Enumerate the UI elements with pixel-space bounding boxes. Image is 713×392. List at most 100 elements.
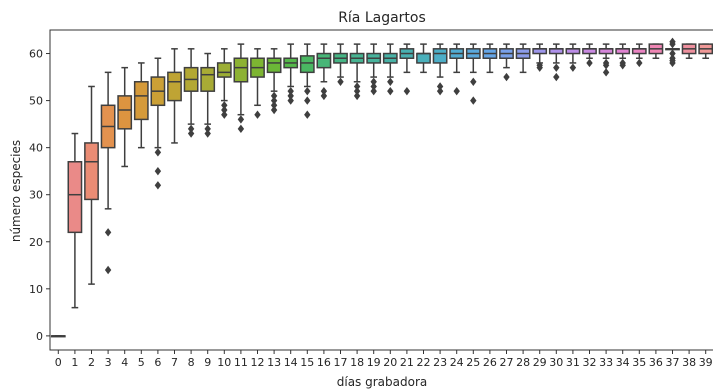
outlier-point — [320, 91, 328, 101]
outlier-point — [104, 228, 112, 237]
x-tick-label: 34 — [616, 356, 630, 369]
box — [67, 161, 83, 234]
outlier-point — [187, 129, 195, 138]
outlier-point — [154, 181, 162, 190]
outlier-point — [154, 166, 162, 176]
outlier-point — [287, 91, 294, 101]
y-tick-label: 20 — [29, 236, 43, 249]
x-tick-label: 29 — [533, 356, 547, 369]
outlier-point — [553, 63, 560, 72]
x-tick-label: 18 — [350, 356, 364, 369]
outlier-point — [337, 77, 344, 86]
y-tick-label: 0 — [36, 330, 43, 343]
x-tick-label: 7 — [171, 356, 178, 369]
x-tick-label: 0 — [55, 356, 62, 369]
y-tick-label: 60 — [29, 48, 43, 61]
x-tick-label: 14 — [284, 356, 298, 369]
outlier-point — [536, 63, 543, 72]
outlier-point — [470, 77, 477, 86]
box — [200, 66, 216, 92]
outlier-point — [187, 124, 195, 134]
y-tick-label: 30 — [29, 189, 43, 202]
y-tick-label: 50 — [29, 95, 43, 108]
x-tick-label: 36 — [649, 356, 663, 369]
outlier-point — [436, 82, 444, 91]
box — [167, 71, 182, 102]
y-tick-label: 40 — [29, 142, 43, 155]
x-tick-label: 3 — [105, 356, 112, 369]
x-tick-label: 24 — [450, 356, 464, 369]
x-axis-label: días grabadora — [337, 375, 428, 389]
x-tick-label: 26 — [483, 356, 497, 369]
x-tick-label: 10 — [217, 356, 231, 369]
outlier-point — [636, 58, 643, 68]
box — [299, 55, 315, 74]
outlier-point — [237, 124, 245, 134]
outlier-point — [270, 91, 278, 101]
outlier-point — [503, 72, 510, 82]
plot-frame — [49, 29, 713, 351]
outlier-point — [436, 86, 444, 96]
outlier-point — [669, 49, 676, 58]
box — [117, 95, 133, 130]
outlier-point — [403, 86, 411, 96]
outlier-point — [221, 101, 228, 110]
x-tick-label: 32 — [583, 356, 597, 369]
y-tick-label: 10 — [29, 283, 43, 296]
x-tick-label: 39 — [699, 356, 713, 369]
x-tick-label: 20 — [383, 356, 397, 369]
outlier-point — [237, 115, 245, 124]
outlier-point — [669, 58, 676, 68]
x-tick-label: 22 — [417, 356, 431, 369]
x-tick-label: 27 — [500, 356, 514, 369]
x-tick-label: 31 — [566, 356, 580, 369]
outlier-point — [387, 86, 394, 96]
outlier-point — [470, 96, 477, 105]
outlier-point — [104, 265, 112, 275]
x-tick-label: 12 — [251, 356, 265, 369]
outlier-point — [453, 86, 460, 96]
outlier-point — [221, 110, 228, 119]
box — [416, 52, 431, 64]
outlier-point — [569, 63, 577, 72]
chart-title: Ría Lagartos — [338, 10, 426, 26]
outlier-point — [270, 101, 278, 110]
outlier-point — [553, 72, 560, 82]
outlier-point — [320, 86, 328, 96]
outlier-point — [270, 96, 278, 105]
outlier-point — [254, 110, 261, 119]
x-tick-label: 37 — [666, 356, 680, 369]
x-tick-label: 33 — [599, 356, 613, 369]
outlier-point — [353, 86, 361, 96]
outlier-point — [387, 77, 394, 86]
outlier-point — [353, 82, 361, 91]
x-tick-label: 4 — [121, 356, 128, 369]
box — [316, 52, 332, 69]
outlier-point — [287, 86, 294, 96]
x-tick-label: 5 — [138, 356, 145, 369]
x-tick-label: 9 — [204, 356, 211, 369]
box — [432, 48, 448, 64]
x-tick-label: 21 — [400, 356, 414, 369]
outlier-point — [669, 39, 676, 49]
box — [84, 142, 99, 201]
outlier-point — [204, 129, 211, 138]
box — [216, 62, 232, 78]
box — [233, 57, 249, 83]
outlier-point — [619, 61, 626, 70]
outlier-point — [304, 96, 311, 105]
outlier-point — [304, 86, 311, 96]
x-tick-label: 2 — [88, 356, 95, 369]
x-tick-label: 23 — [433, 356, 447, 369]
outlier-point — [370, 82, 377, 91]
x-tick-label: 35 — [632, 356, 646, 369]
outlier-point — [602, 68, 610, 77]
x-tick-label: 38 — [682, 356, 696, 369]
outlier-point — [287, 96, 294, 105]
x-tick-label: 1 — [71, 356, 78, 369]
x-tick-label: 17 — [334, 356, 348, 369]
outlier-point — [204, 124, 211, 134]
outlier-point — [154, 148, 162, 157]
